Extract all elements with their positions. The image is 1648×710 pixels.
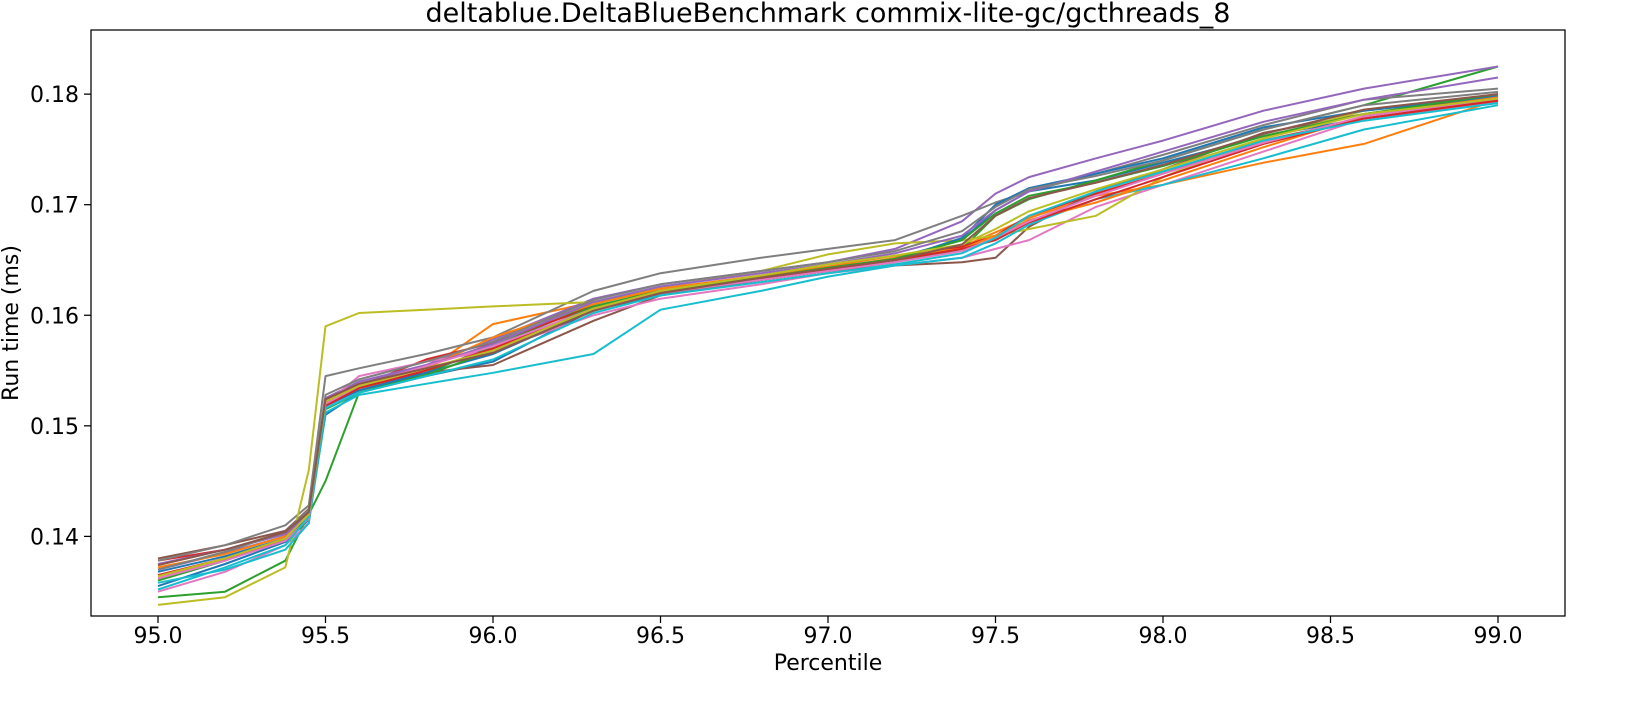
x-tick-label: 95.5 — [301, 624, 350, 649]
y-tick-label: 0.17 — [30, 194, 79, 219]
chart-title: deltablue.DeltaBlueBenchmark commix-lite… — [426, 0, 1231, 29]
y-axis-label: Run time (ms) — [0, 245, 24, 401]
series-line-20 — [157, 93, 1499, 567]
series-line-8 — [157, 87, 1499, 562]
x-tick-label: 98.5 — [1306, 624, 1355, 649]
x-tick-label: 99.0 — [1474, 624, 1523, 649]
series-group — [157, 65, 1499, 606]
y-axis-ticks: 0.14 0.15 0.16 0.17 0.18 — [30, 83, 91, 550]
y-tick-label: 0.14 — [30, 525, 79, 550]
y-tick-label: 0.16 — [30, 304, 79, 329]
x-tick-label: 98.0 — [1139, 624, 1188, 649]
x-tick-label: 96.5 — [636, 624, 685, 649]
x-axis-ticks: 95.0 95.5 96.0 96.5 97.0 97.5 98.0 98.5 99.0 — [134, 616, 1523, 649]
x-axis-label: Percentile — [774, 651, 883, 676]
y-tick-label: 0.18 — [30, 83, 79, 108]
x-tick-label: 96.0 — [469, 624, 518, 649]
x-tick-label: 97.0 — [804, 624, 853, 649]
x-tick-label: 95.0 — [134, 624, 183, 649]
y-tick-label: 0.15 — [30, 415, 79, 440]
x-tick-label: 97.5 — [971, 624, 1020, 649]
